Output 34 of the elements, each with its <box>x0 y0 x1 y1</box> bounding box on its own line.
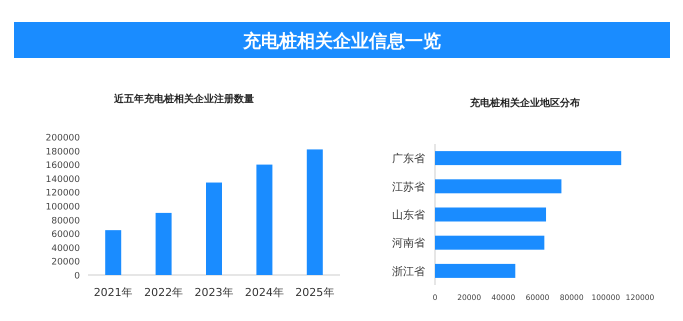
y-tick-label: 200000 <box>46 134 80 144</box>
bar <box>256 164 272 275</box>
y-tick-label: 河南省 <box>392 236 425 250</box>
y-tick-label: 江苏省 <box>392 180 425 194</box>
y-tick-label: 浙江省 <box>392 264 425 278</box>
y-tick-label: 40000 <box>51 244 80 254</box>
bar <box>105 230 122 275</box>
y-tick-label: 180000 <box>46 147 80 158</box>
bar <box>206 182 222 275</box>
y-tick-label: 0 <box>74 272 80 282</box>
bar <box>306 149 323 275</box>
text: 充电桩相关企业信息一览 <box>242 31 441 52</box>
x-tick-label: 2021年 <box>94 286 133 299</box>
y-tick-label: 120000 <box>46 188 80 199</box>
bar <box>435 264 516 278</box>
y-tick-label: 160000 <box>46 161 80 172</box>
y-tick-label: 140000 <box>46 174 80 185</box>
bar <box>435 236 544 250</box>
x-tick-label: 2025年 <box>295 286 334 299</box>
y-tick-label: 80000 <box>51 216 80 226</box>
bar <box>156 212 172 275</box>
y-tick-label: 山东省 <box>392 208 425 222</box>
chart-title: 充电桩相关企业地区分布 <box>469 97 580 109</box>
y-tick-label: 20000 <box>51 258 80 268</box>
y-tick-label: 100000 <box>46 202 80 212</box>
bar <box>435 208 546 222</box>
bar <box>435 151 622 166</box>
y-tick-label: 广东省 <box>392 152 425 166</box>
bar <box>435 179 562 194</box>
x-tick-label: 2024年 <box>244 286 284 299</box>
y-tick-label: 60000 <box>51 230 80 240</box>
chart-title: 近五年充电桩相关企业注册数量 <box>113 93 254 105</box>
x-tick-label: 2022年 <box>144 286 184 299</box>
x-tick-label: 2023年 <box>194 286 234 299</box>
